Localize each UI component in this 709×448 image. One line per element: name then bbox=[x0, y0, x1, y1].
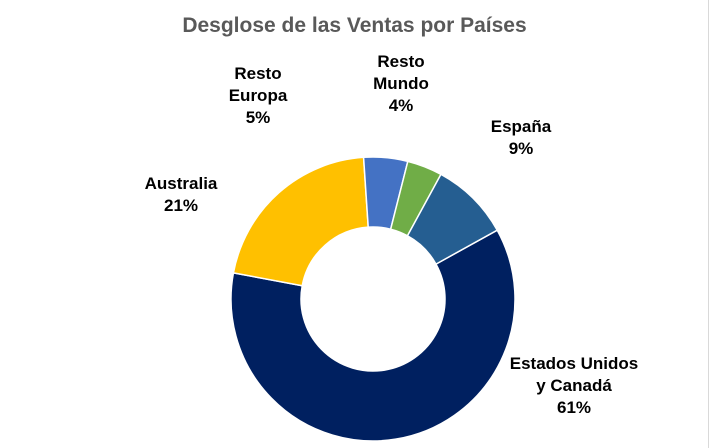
data-label: Resto Europa 5% bbox=[229, 63, 288, 129]
data-label: Resto Mundo 4% bbox=[373, 51, 429, 117]
data-label-line: 5% bbox=[245, 108, 271, 127]
data-label-line: y Canadá bbox=[536, 376, 612, 395]
data-label-line: Australia bbox=[144, 174, 218, 193]
data-label-line: Estados Unidos bbox=[509, 354, 639, 373]
data-label: Australia 21% bbox=[145, 173, 218, 217]
data-label-line: España bbox=[490, 117, 552, 136]
data-label-line: Resto bbox=[234, 64, 282, 83]
donut-slice-estados-unidos-y-canadá bbox=[230, 229, 516, 442]
data-label-line: Europa bbox=[228, 86, 288, 105]
data-label: España 9% bbox=[491, 116, 551, 160]
data-label: Estados Unidos y Canadá 61% bbox=[510, 353, 638, 419]
data-label-line: 4% bbox=[388, 96, 414, 115]
data-label-line: 61% bbox=[556, 398, 592, 417]
chart-title: Desglose de las Ventas por Países bbox=[182, 14, 527, 37]
donut-slice-españa bbox=[406, 173, 499, 266]
donut-slice-australia bbox=[232, 156, 370, 287]
data-label-line: Mundo bbox=[373, 74, 429, 93]
data-label-line: 21% bbox=[163, 196, 199, 215]
data-label-line: 9% bbox=[508, 139, 534, 158]
data-label-line: Resto bbox=[377, 52, 425, 71]
